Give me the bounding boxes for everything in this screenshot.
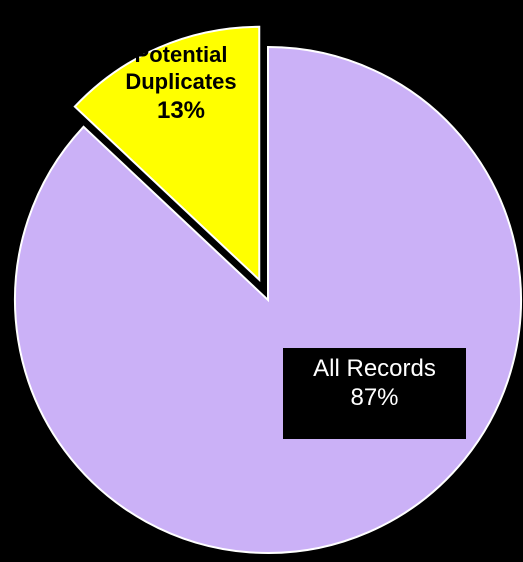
data-label-all-records: All Records 87% xyxy=(283,348,466,439)
data-label-records-percent: 87% xyxy=(350,384,399,412)
data-label-duplicates-line2: Duplicates xyxy=(125,68,237,94)
data-label-duplicates-percent: 13% xyxy=(156,96,206,124)
data-label-records-name: All Records xyxy=(313,355,436,382)
pie-slice-potential-duplicates xyxy=(73,25,261,283)
data-label-duplicates-line1: Potential xyxy=(134,42,228,67)
data-label-potential-duplicates: Potential Duplicates 13% xyxy=(112,42,250,125)
